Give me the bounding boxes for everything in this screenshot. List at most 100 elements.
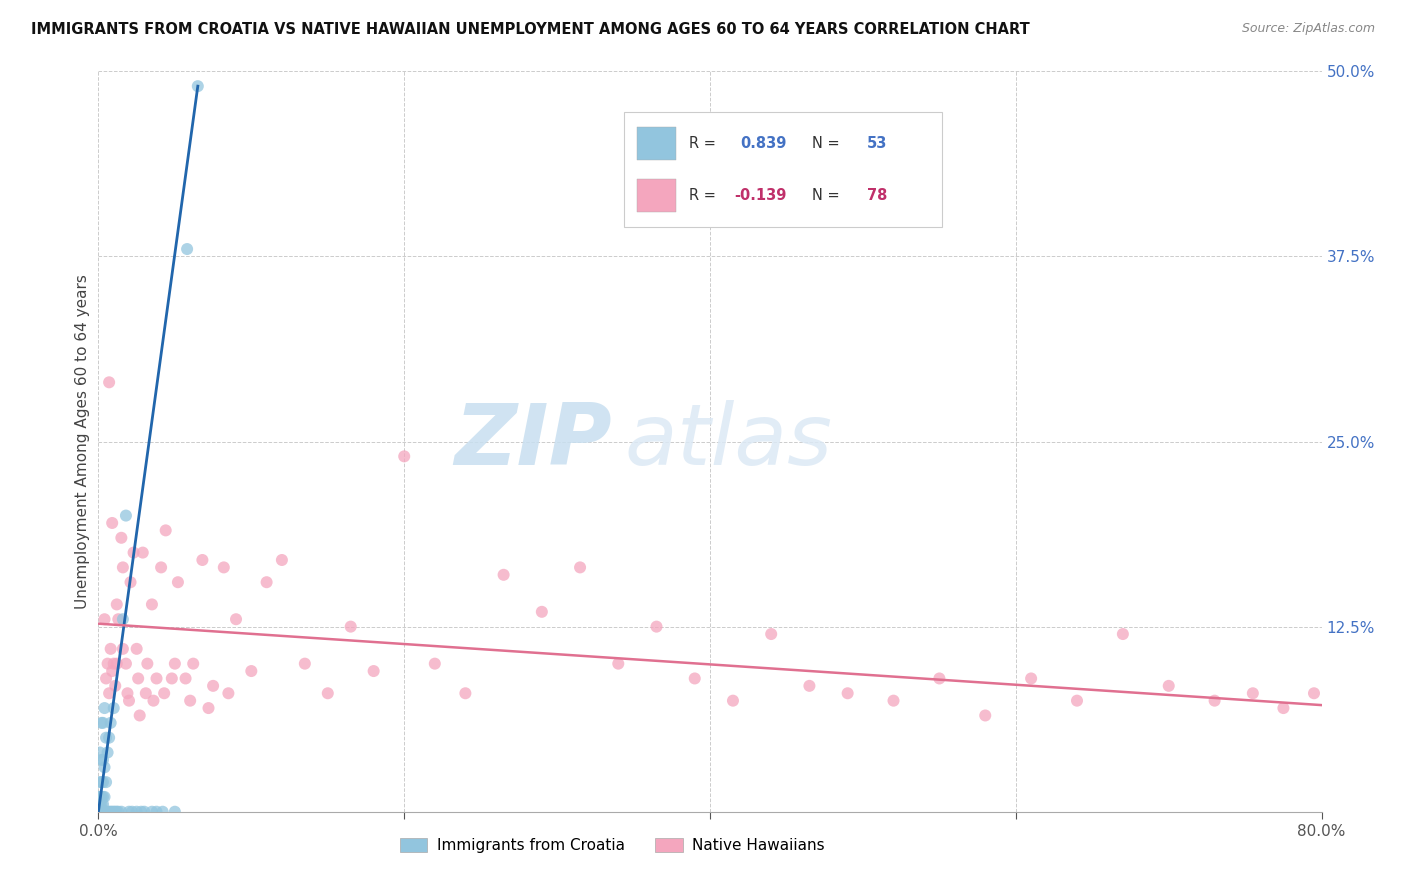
Point [217,686,239,700]
Point [136,657,159,671]
Point [1066,694,1088,708]
Point [1241,686,1264,700]
Point [93,789,115,804]
Point [98,376,121,390]
Point [111,612,134,626]
Point [141,598,163,612]
Point [89,789,111,804]
Point [94,672,117,686]
Point [111,560,134,574]
Point [339,619,361,633]
Point [97,805,120,819]
Point [100,805,122,819]
Text: R =: R = [689,136,721,151]
Point [103,657,125,671]
Point [90,797,112,812]
Point [225,612,247,626]
Point [94,731,117,745]
Point [134,805,156,819]
Point [93,701,115,715]
Point [1303,686,1326,700]
Point [132,546,155,560]
Point [91,715,114,730]
Point [93,760,115,774]
Point [122,546,145,560]
Point [93,805,115,819]
Point [1112,627,1135,641]
Text: N =: N = [811,136,844,151]
Point [97,746,120,760]
Point [101,664,124,678]
Point [155,524,177,538]
Point [167,575,190,590]
Point [270,553,292,567]
Point [759,627,782,641]
Point [115,508,138,523]
Point [645,619,668,633]
Point [125,641,148,656]
Point [176,242,198,256]
Point [153,686,176,700]
Point [100,715,122,730]
Point [1326,723,1348,738]
Point [423,657,446,671]
Point [179,694,201,708]
Point [202,679,225,693]
Point [110,805,132,819]
Point [91,797,114,812]
Point [90,715,112,730]
Point [454,686,477,700]
Point [121,805,143,819]
Point [98,805,121,819]
Point [89,805,111,819]
Point [89,775,111,789]
Point [104,805,127,819]
Point [1157,679,1180,693]
Point [150,560,173,574]
Point [105,598,128,612]
Point [191,553,214,567]
Point [837,686,859,700]
Point [118,694,141,708]
Point [103,805,125,819]
Point [1204,694,1226,708]
Point [105,657,128,671]
Y-axis label: Unemployment Among Ages 60 to 64 years: Unemployment Among Ages 60 to 64 years [75,274,90,609]
Point [163,657,186,671]
Point [294,657,316,671]
Point [174,672,197,686]
Point [607,657,630,671]
Point [117,686,139,700]
Point [928,672,950,686]
Point [98,686,121,700]
Point [316,686,339,700]
Point [105,805,128,819]
Point [110,531,132,545]
Point [129,805,152,819]
Point [111,641,134,656]
Point [87,805,110,819]
Point [125,805,148,819]
Point [142,694,165,708]
Point [90,789,112,804]
Point [97,657,120,671]
Point [91,805,114,819]
Point [115,657,138,671]
Point [89,797,111,812]
Point [799,679,821,693]
Text: R =: R = [689,187,721,202]
Point [145,805,167,819]
Text: ZIP: ZIP [454,400,612,483]
Point [974,708,997,723]
Text: 53: 53 [866,136,887,151]
Point [721,694,744,708]
Text: Source: ZipAtlas.com: Source: ZipAtlas.com [1241,22,1375,36]
Point [101,805,124,819]
Point [530,605,553,619]
Point [90,805,112,819]
Point [107,805,129,819]
FancyBboxPatch shape [637,127,676,161]
Point [1019,672,1042,686]
Point [104,679,127,693]
Point [152,805,174,819]
